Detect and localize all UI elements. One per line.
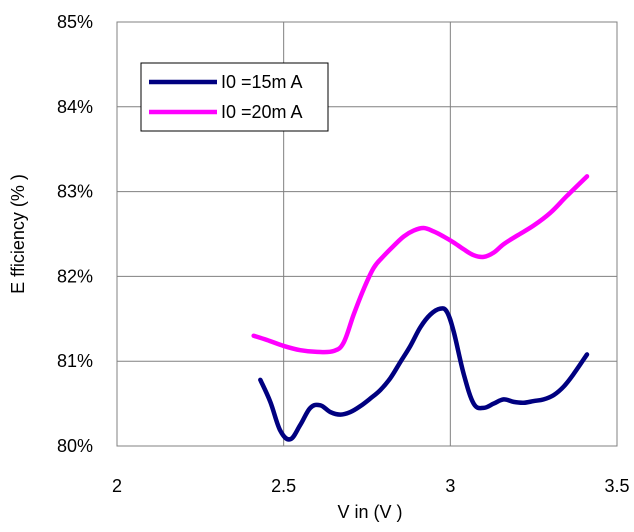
x-axis-label: V in (V ) xyxy=(337,502,402,522)
x-tick-label: 3.5 xyxy=(604,476,629,496)
x-tick-label: 3 xyxy=(445,476,455,496)
y-tick-label: 81% xyxy=(57,351,93,371)
plot-area-frame xyxy=(116,21,618,447)
series-lines xyxy=(251,174,590,442)
y-tick-label: 83% xyxy=(57,182,93,202)
x-tick-label: 2 xyxy=(112,476,122,496)
y-axis-label: E fficiency (% ) xyxy=(8,174,28,294)
legend-box xyxy=(140,62,329,132)
y-tick-label: 84% xyxy=(57,97,93,117)
x-tick-label: 2.5 xyxy=(271,476,296,496)
y-tick-label: 82% xyxy=(57,266,93,286)
series-line-1 xyxy=(258,306,590,442)
legend-label-1: I0 =15m A xyxy=(221,72,303,92)
legend-label-2: I0 =20m A xyxy=(221,102,303,122)
series-line-2 xyxy=(251,174,590,355)
y-axis-tick-labels: 80% 81% 82% 83% 84% 85% xyxy=(57,12,93,456)
legend: I0 =15m A I0 =20m A xyxy=(140,62,329,132)
y-tick-label: 80% xyxy=(57,436,93,456)
y-tick-label: 85% xyxy=(57,12,93,32)
x-axis-tick-labels: 2 2.5 3 3.5 xyxy=(112,476,630,496)
